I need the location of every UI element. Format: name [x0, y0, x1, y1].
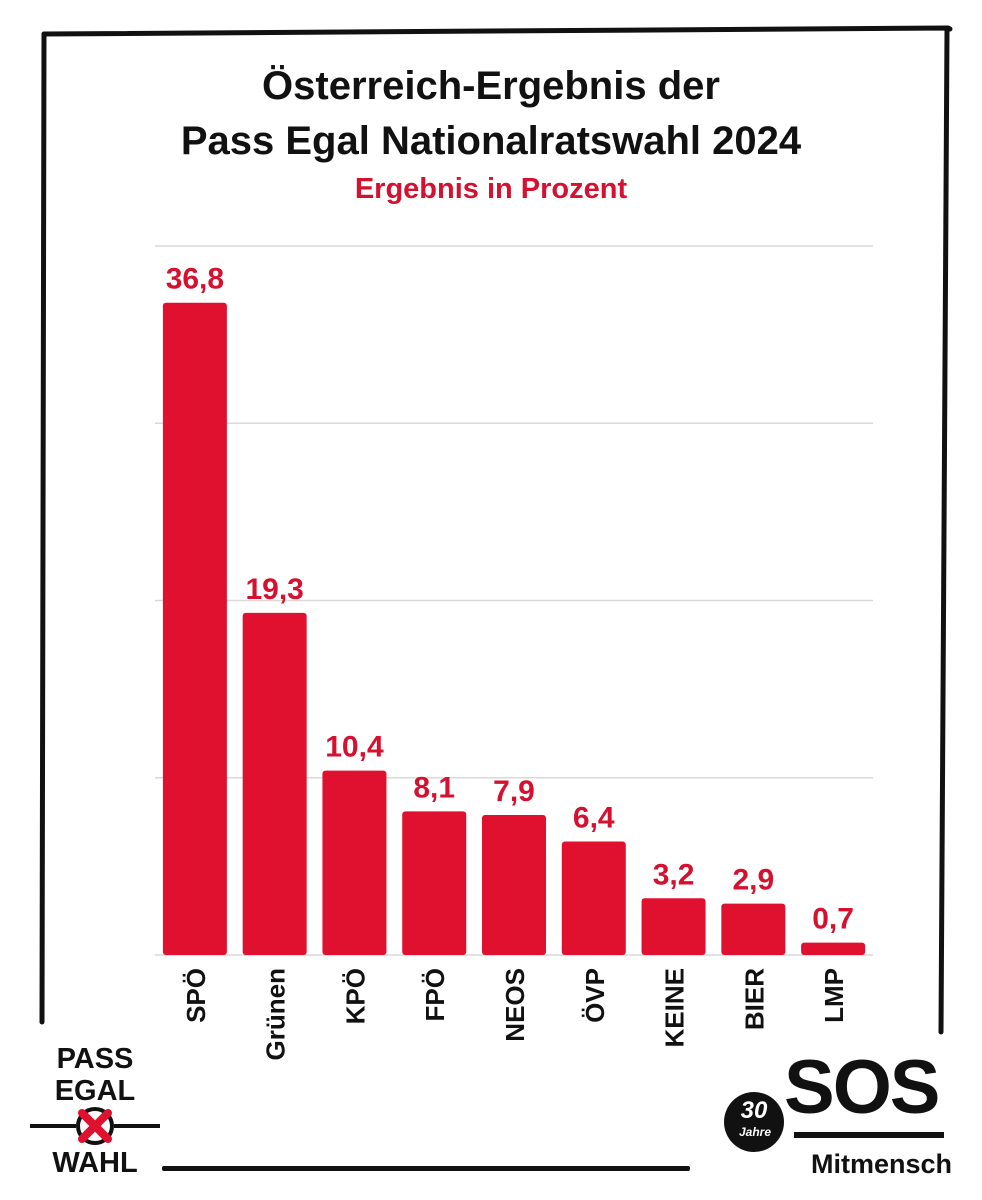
value-label-0: 36,8: [166, 263, 224, 296]
bar-7: [721, 903, 786, 955]
sos-wordmark: SOS: [784, 1045, 940, 1130]
value-label-5: 6,4: [573, 802, 615, 835]
value-label-1: 19,3: [245, 573, 303, 606]
bar-0: [162, 302, 227, 956]
bar-5: [561, 841, 626, 955]
sos-underline: [794, 1132, 944, 1138]
bar-8: [801, 942, 866, 955]
anniversary-text: Jahre: [738, 1125, 772, 1139]
category-label-8: LMP: [819, 968, 849, 1023]
value-label-2: 10,4: [325, 731, 384, 764]
value-label-4: 7,9: [493, 775, 535, 808]
category-label-6: KEINE: [660, 968, 690, 1047]
value-label-7: 2,9: [732, 864, 774, 897]
bar-3: [402, 811, 467, 955]
logo-word-wahl: WAHL: [52, 1147, 138, 1179]
logo-word-pass: PASS: [56, 1043, 134, 1075]
value-label-6: 3,2: [653, 858, 695, 891]
bar-4: [482, 814, 546, 955]
bar-2: [322, 770, 387, 955]
category-label-3: FPÖ: [420, 968, 450, 1021]
logo-word-egal: EGAL: [54, 1075, 136, 1107]
sos-subtitle: Mitmensch: [810, 1149, 952, 1179]
ballot-x-icon: [30, 1107, 160, 1145]
anniversary-badge: 30 Jahre: [724, 1092, 784, 1152]
category-label-7: BIER: [739, 968, 769, 1030]
pass-egal-wahl-logo: PASS EGAL WAHL: [30, 1040, 160, 1185]
category-label-2: KPÖ: [340, 968, 370, 1024]
category-label-5: ÖVP: [580, 968, 610, 1023]
sos-mitmensch-logo: 30 Jahre SOS Mitmensch: [722, 1048, 952, 1188]
bottom-divider: [162, 1166, 690, 1171]
bar-1: [242, 612, 307, 955]
value-label-3: 8,1: [413, 771, 455, 804]
anniversary-number: 30: [740, 1097, 768, 1124]
bar-6: [641, 898, 706, 955]
chart-title-line1: Österreich-Ergebnis der: [262, 64, 720, 108]
chart-subtitle: Ergebnis in Prozent: [354, 173, 628, 205]
chart-title-line2: Pass Egal Nationalratswahl 2024: [180, 119, 802, 163]
category-label-1: Grünen: [261, 968, 291, 1060]
value-label-8: 0,7: [812, 903, 854, 936]
category-label-4: NEOS: [500, 968, 530, 1042]
category-label-0: SPÖ: [181, 968, 211, 1023]
